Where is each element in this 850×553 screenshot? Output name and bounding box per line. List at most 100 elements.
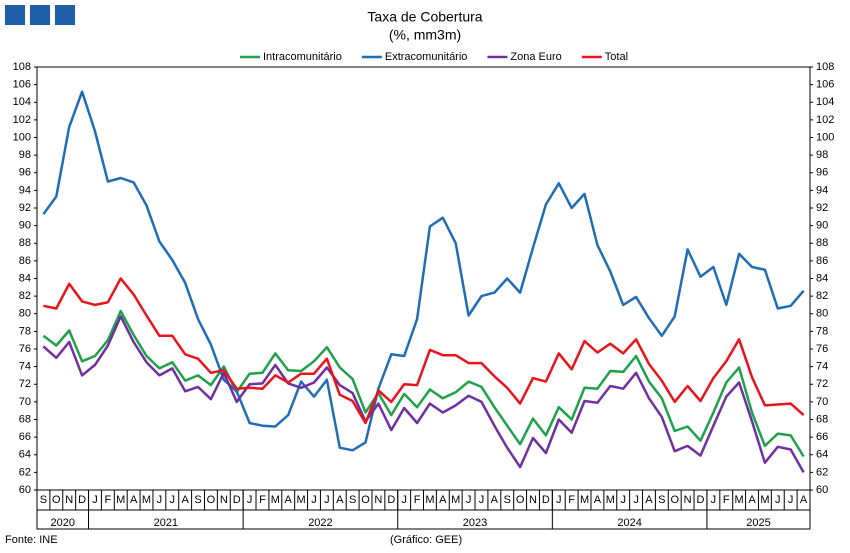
x-tick-label: J — [324, 494, 330, 506]
y-tick-label: 96 — [19, 167, 31, 179]
x-tick-label: O — [52, 494, 61, 506]
x-tick-label: S — [504, 494, 511, 506]
x-tick-label: M — [735, 494, 744, 506]
x-tick-label: J — [788, 494, 794, 506]
x-tick-label: J — [633, 494, 639, 506]
y2-tick-label: 72 — [816, 378, 828, 390]
x-tick-label: F — [414, 494, 421, 506]
legend-label: Total — [605, 51, 628, 63]
x-tick-label: D — [78, 494, 86, 506]
x-tick-label: D — [387, 494, 395, 506]
x-tick-label: M — [297, 494, 306, 506]
x-tick-label: A — [748, 494, 756, 506]
y2-tick-label: 98 — [816, 149, 828, 161]
x-tick-label: M — [606, 494, 615, 506]
x-tick-label: O — [361, 494, 370, 506]
year-label: 2020 — [51, 517, 75, 529]
y2-tick-label: 90 — [816, 220, 828, 232]
y2-tick-label: 80 — [816, 308, 828, 320]
y-tick-label: 64 — [19, 449, 31, 461]
x-tick-label: S — [349, 494, 356, 506]
y-tick-label: 70 — [19, 396, 31, 408]
y2-tick-label: 68 — [816, 413, 828, 425]
year-label: 2021 — [154, 517, 178, 529]
logo-square — [55, 5, 75, 25]
source: Fonte: INE — [5, 534, 58, 546]
x-tick-label: A — [130, 494, 138, 506]
x-tick-label: J — [775, 494, 781, 506]
year-label: 2022 — [308, 517, 332, 529]
y2-tick-label: 94 — [816, 184, 828, 196]
y2-tick-label: 70 — [816, 396, 828, 408]
x-tick-label: N — [65, 494, 73, 506]
y-tick-label: 88 — [19, 237, 31, 249]
y2-tick-label: 84 — [816, 272, 828, 284]
x-tick-label: S — [40, 494, 47, 506]
x-tick-label: F — [259, 494, 266, 506]
x-tick-label: A — [491, 494, 499, 506]
x-tick-label: J — [247, 494, 253, 506]
x-tick-label: D — [697, 494, 705, 506]
y-tick-label: 78 — [19, 325, 31, 337]
y-tick-label: 60 — [19, 484, 31, 496]
x-tick-label: A — [285, 494, 293, 506]
y-tick-label: 72 — [19, 378, 31, 390]
x-tick-label: M — [760, 494, 769, 506]
legend-label: Zona Euro — [510, 51, 561, 63]
x-tick-label: J — [170, 494, 176, 506]
y-tick-label: 106 — [13, 79, 31, 91]
x-tick-label: A — [181, 494, 189, 506]
chart-subtitle: (%, mm3m) — [389, 27, 461, 43]
series-line — [42, 90, 805, 452]
x-tick-label: J — [92, 494, 98, 506]
x-tick-label: N — [374, 494, 382, 506]
y2-tick-label: 76 — [816, 343, 828, 355]
year-label: 2023 — [463, 517, 487, 529]
series-line — [42, 315, 805, 474]
y-tick-label: 80 — [19, 308, 31, 320]
x-tick-label: A — [594, 494, 602, 506]
y-tick-label: 86 — [19, 255, 31, 267]
x-tick-label: J — [556, 494, 562, 506]
chart-title: Taxa de Cobertura — [367, 9, 482, 25]
x-tick-label: F — [723, 494, 730, 506]
legend-label: Extracomunitário — [385, 51, 468, 63]
y2-tick-label: 100 — [816, 131, 834, 143]
credit: (Gráfico: GEE) — [390, 534, 462, 546]
y2-tick-label: 82 — [816, 290, 828, 302]
plot-frame — [36, 66, 811, 530]
x-tick-label: A — [439, 494, 447, 506]
x-tick-label: F — [104, 494, 111, 506]
y2-tick-label: 102 — [816, 114, 834, 126]
x-tick-label: S — [658, 494, 665, 506]
y-tick-label: 76 — [19, 343, 31, 355]
y-tick-label: 84 — [19, 272, 31, 284]
x-tick-label: M — [271, 494, 280, 506]
series-line — [43, 277, 805, 425]
y-tick-label: 104 — [13, 96, 31, 108]
y2-tick-label: 64 — [816, 449, 828, 461]
y2-tick-label: 66 — [816, 431, 828, 443]
y2-tick-label: 62 — [816, 466, 828, 478]
x-tick-label: O — [670, 494, 679, 506]
year-label: 2025 — [746, 517, 770, 529]
y2-tick-label: 92 — [816, 202, 828, 214]
x-tick-label: N — [529, 494, 537, 506]
x-tick-label: M — [425, 494, 434, 506]
x-tick-label: J — [311, 494, 317, 506]
y2-tick-label: 104 — [816, 96, 834, 108]
y-tick-label: 62 — [19, 466, 31, 478]
legend-label: Intracomunitário — [263, 51, 342, 63]
x-tick-label: F — [568, 494, 575, 506]
x-tick-label: J — [157, 494, 163, 506]
x-tick-label: A — [336, 494, 344, 506]
y-tick-label: 68 — [19, 413, 31, 425]
y-tick-label: 92 — [19, 202, 31, 214]
y-tick-label: 82 — [19, 290, 31, 302]
y-tick-label: 74 — [19, 361, 31, 373]
y2-tick-label: 88 — [816, 237, 828, 249]
x-tick-label: M — [142, 494, 151, 506]
y2-tick-label: 96 — [816, 167, 828, 179]
logo-square — [30, 5, 50, 25]
